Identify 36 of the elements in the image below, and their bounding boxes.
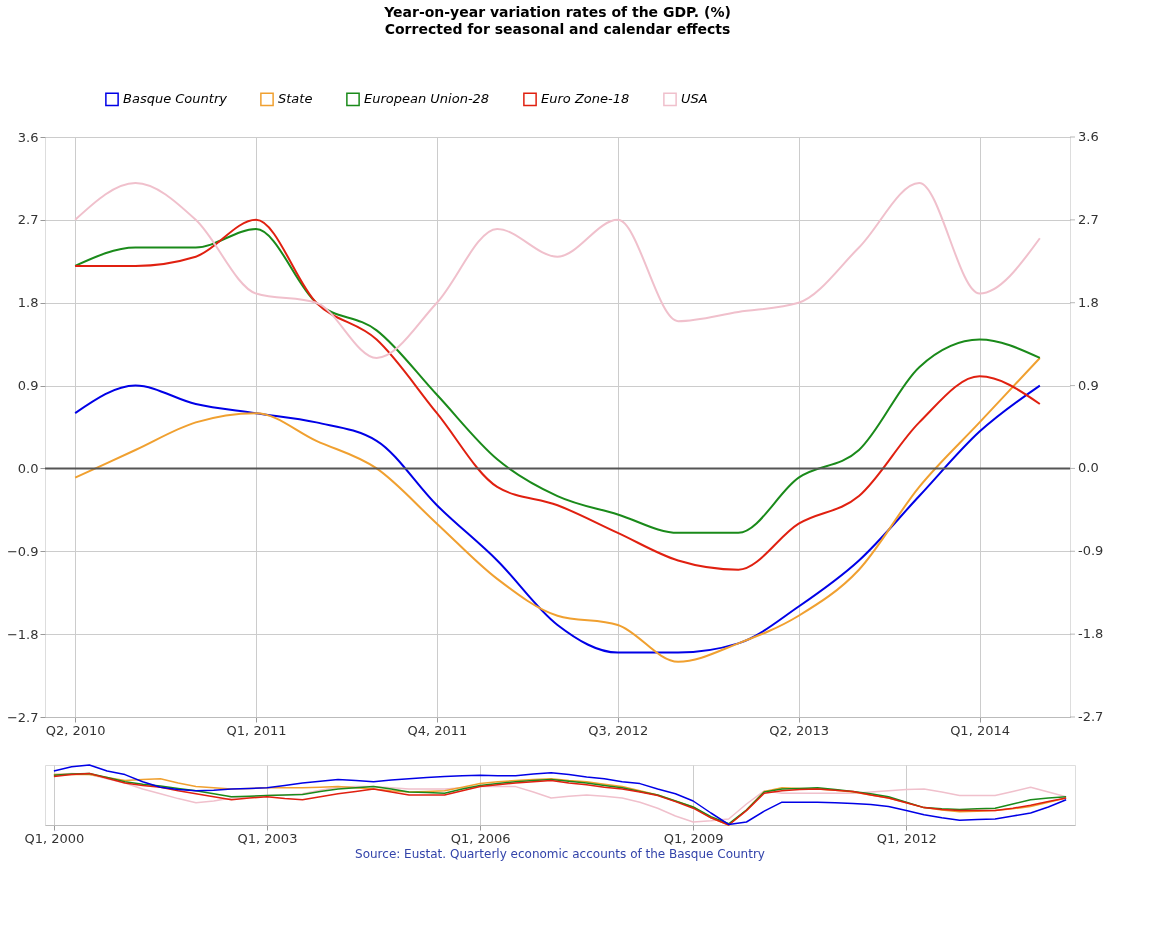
y-tick-label: -2.7	[1078, 709, 1104, 724]
line-series	[74, 182, 1041, 359]
y-tick-label: 2.7	[1078, 211, 1099, 227]
chart-title: Year-on-year variation rates of the GDP. (%)	[383, 4, 731, 20]
y2-tick-label: 3.6	[17, 129, 39, 145]
x-tick-label: Q4, 2011	[407, 722, 468, 738]
legend-label: Basque Country	[123, 91, 228, 107]
legend-label: Euro Zone-18	[541, 91, 630, 107]
x-tick-label: Q2, 2010	[45, 722, 106, 738]
y2-tick-label: 0.0	[17, 460, 39, 476]
y-tick-label: -1.8	[1078, 626, 1104, 642]
y2-tick-label: 0.9	[17, 378, 39, 394]
y-tick-label: 0.9	[1078, 377, 1099, 393]
y2-tick-label: −2.7	[6, 709, 39, 725]
x-tick-label: Q1, 2006	[450, 830, 511, 846]
legend-label: European Union-28	[364, 91, 490, 107]
y-tick-label: 3.6	[1078, 129, 1099, 144]
y2-tick-label: 2.7	[17, 212, 39, 228]
x-tick-label: Q1, 2009	[663, 830, 724, 846]
legend-label: USA	[681, 91, 708, 107]
y2-tick-label: −0.9	[6, 543, 39, 559]
y2-tick-label: −1.8	[6, 626, 39, 642]
x-tick-label: Q2, 2013	[769, 722, 830, 738]
x-tick-label: Q3, 2012	[588, 722, 649, 738]
source-note: Source: Eustat. Quarterly economic accounts of the Basque Country	[355, 847, 765, 861]
y-tick-label: 0.0	[1078, 460, 1099, 476]
x-tick-label: Q1, 2011	[226, 722, 287, 738]
x-tick-label: Q1, 2003	[237, 830, 298, 846]
x-tick-label: Q1, 2014	[950, 722, 1010, 738]
x-tick-label: Q1, 2012	[876, 830, 937, 846]
y2-tick-label: 1.8	[17, 295, 39, 311]
chart-subtitle: Corrected for seasonal and calendar effects	[384, 21, 731, 37]
y-tick-label: -0.9	[1078, 543, 1104, 559]
x-tick-label: Q1, 2000	[24, 830, 85, 846]
y-tick-label: 1.8	[1078, 294, 1099, 310]
legend-label: State	[278, 91, 313, 107]
